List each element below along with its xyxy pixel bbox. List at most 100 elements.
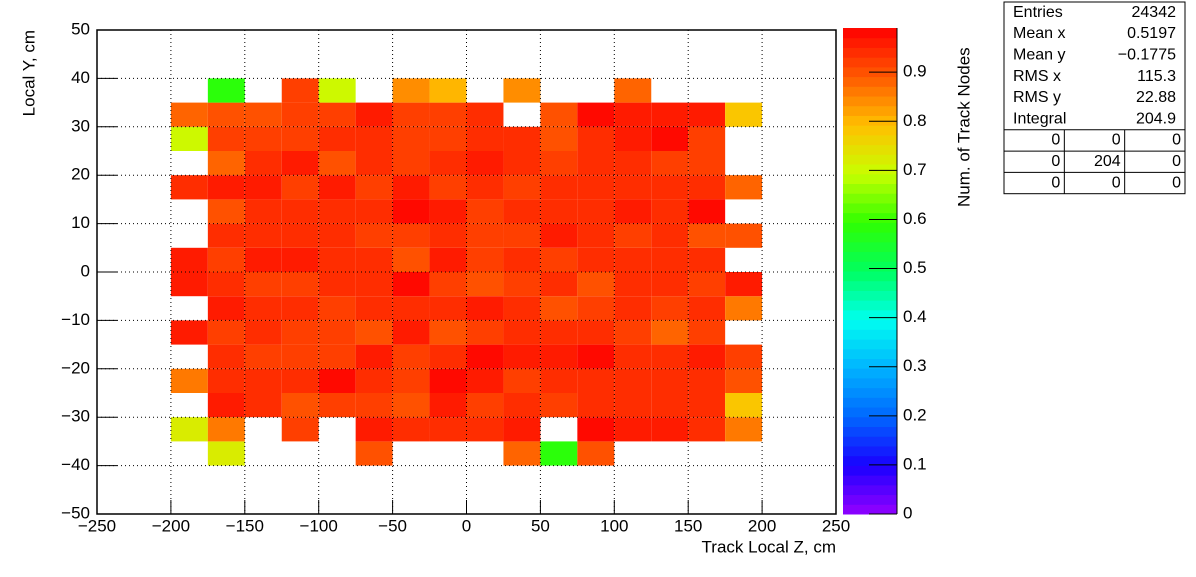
color-scale-band (843, 455, 897, 466)
color-scale-band (843, 426, 897, 437)
heatmap-cell (355, 151, 393, 176)
stats-value: 115.3 (1137, 68, 1176, 85)
color-scale-band (843, 202, 897, 214)
heatmap-cell (170, 368, 208, 393)
color-scale-band (843, 271, 897, 282)
heatmap-cell (577, 368, 615, 393)
stats-cell: 0 (1112, 174, 1121, 191)
heatmap-cell (392, 417, 430, 442)
color-scale-band (843, 436, 897, 447)
heatmap-cell (466, 151, 504, 176)
heatmap-cell (170, 272, 208, 297)
y-tick-label: −30 (61, 407, 90, 426)
stats-cell: 0 (1051, 174, 1060, 191)
x-tick-label: 0 (462, 516, 471, 535)
heatmap-cell (577, 441, 615, 466)
heatmap-cell (281, 320, 319, 345)
z-tick-label: 0.6 (903, 209, 927, 228)
y-tick-label: −40 (61, 455, 90, 474)
heatmap-cell (318, 175, 356, 200)
stats-label: RMS y (1013, 89, 1061, 106)
heatmap-cell (503, 344, 541, 369)
heatmap-cell (281, 102, 319, 127)
heatmap-cell (207, 175, 245, 200)
heatmap-cell (355, 102, 393, 127)
heatmap-cell (207, 151, 245, 176)
color-scale-band (843, 28, 897, 39)
color-scale-band (843, 348, 897, 359)
heatmap-cell (244, 344, 282, 369)
heatmap-cell (318, 247, 356, 272)
heatmap-cell (429, 247, 467, 272)
color-scale-band (843, 339, 897, 350)
color-scale-band (843, 465, 897, 476)
heatmap-cell (688, 102, 726, 127)
heatmap-cell (355, 320, 393, 345)
x-tick-label: −100 (300, 516, 338, 535)
y-tick-label: 0 (81, 261, 90, 280)
heatmap-cell (355, 223, 393, 248)
stats-value: 204.9 (1136, 110, 1176, 127)
heatmap-cell (429, 272, 467, 297)
color-scale-band (843, 125, 897, 136)
heatmap-cell (281, 126, 319, 151)
heatmap-cell (244, 126, 282, 151)
heatmap-cell (355, 199, 393, 224)
heatmap-cell (651, 368, 689, 393)
heatmap-cell (540, 393, 578, 418)
x-tick-label: −200 (152, 516, 190, 535)
heatmap-cell (540, 320, 578, 345)
heatmap-cell (725, 223, 763, 248)
heatmap-cell (688, 393, 726, 418)
heatmap-cell (614, 393, 652, 418)
color-scale-band (843, 154, 897, 165)
heatmap-cell (392, 296, 430, 321)
heatmap-cell (688, 151, 726, 176)
heatmap-cell (281, 175, 319, 200)
color-scale-band (843, 57, 897, 68)
heatmap-cell (392, 102, 430, 127)
color-scale-band (843, 319, 897, 330)
stats-cell: 0 (1172, 174, 1181, 191)
heatmap-cell (540, 102, 578, 127)
color-scale-band (843, 96, 897, 107)
color-scale-band (843, 115, 897, 126)
x-tick-label: −150 (226, 516, 264, 535)
y-tick-label: −10 (61, 310, 90, 329)
heatmap-cell (392, 344, 430, 369)
heatmap-cell (355, 417, 393, 442)
z-tick-label: 0.9 (903, 62, 927, 81)
color-scale-band (843, 251, 897, 262)
color-scale-band (843, 144, 897, 155)
heatmap-cell (281, 417, 319, 442)
y-tick-label: 30 (71, 116, 90, 135)
heatmap-cell (281, 223, 319, 248)
heatmap-cell (429, 296, 467, 321)
stats-value: −0.1775 (1118, 46, 1176, 63)
heatmap-cell (651, 296, 689, 321)
x-tick-label: 100 (600, 516, 628, 535)
heatmap-cell (429, 78, 467, 103)
heatmap-cell (207, 272, 245, 297)
heatmap-cell (503, 223, 541, 248)
color-scale-band (843, 329, 897, 340)
heatmap-cell (318, 320, 356, 345)
heatmap-cell (466, 368, 504, 393)
heatmap-cell (725, 296, 763, 321)
heatmap-cell (207, 417, 245, 442)
heatmap-cell (577, 320, 615, 345)
heatmap-cell (244, 272, 282, 297)
heatmap-cell (466, 223, 504, 248)
y-tick-label: −20 (61, 358, 90, 377)
color-scale-band (843, 47, 897, 58)
stats-frame (1003, 1, 1186, 195)
heatmap-cell (651, 247, 689, 272)
heatmap-cell (318, 393, 356, 418)
heatmap-cell (503, 78, 541, 103)
heatmap-cell (244, 199, 282, 224)
heatmap-cell (614, 320, 652, 345)
heatmap-cell (318, 272, 356, 297)
heatmap-cell (355, 175, 393, 200)
